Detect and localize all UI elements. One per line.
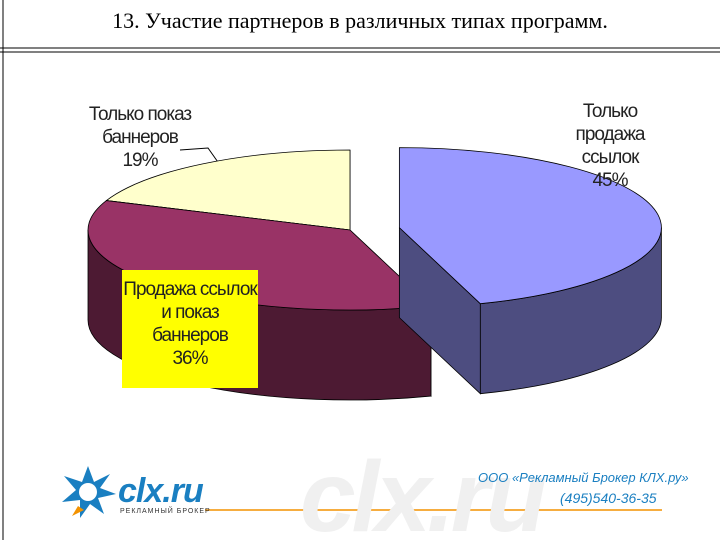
category-label: Только продажа ссылок xyxy=(575,101,646,168)
value-label: 45% xyxy=(592,170,628,191)
value-label: 19% xyxy=(122,150,158,171)
company: ООО «Рекламный Брокер КЛХ.ру» xyxy=(478,470,689,485)
category-label: Продажа ссылок и показ баннеров xyxy=(123,279,257,346)
slice-label: Продажа ссылок и показ баннеров 36% xyxy=(122,270,258,388)
category-label: Только показ баннеров xyxy=(88,104,192,148)
chart-title: 13. Участие партнеров в различных типах … xyxy=(112,8,608,33)
slice xyxy=(105,149,351,231)
logo-icon xyxy=(62,466,116,518)
logo-subtitle: РЕКЛАМНЫЙ БРОКЕР xyxy=(120,508,211,515)
slice-label: Только продажа ссылок 45% xyxy=(560,100,660,192)
logo-text: clx.ru xyxy=(118,472,204,510)
phone: (495)540-36-35 xyxy=(560,490,657,506)
slice xyxy=(398,147,662,305)
value-label: 36% xyxy=(172,348,208,369)
slice-label: Только показ баннеров 19% xyxy=(70,103,210,172)
watermark: clx.ru xyxy=(300,441,547,540)
